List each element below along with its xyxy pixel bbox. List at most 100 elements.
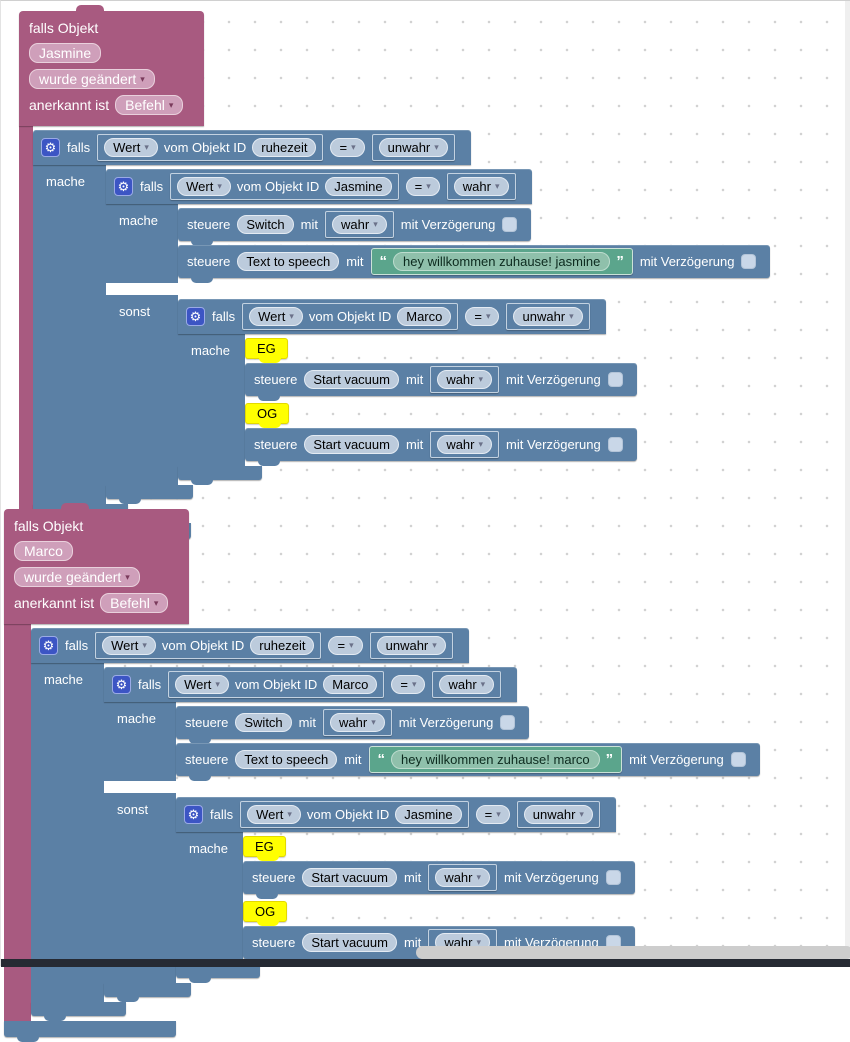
if-header: ⚙ falls Wert▾ vom Objekt ID ruhezeit =▾ …	[31, 628, 469, 663]
delay-checkbox[interactable]	[502, 217, 517, 232]
value-dropdown[interactable]: wahr▾	[437, 435, 492, 454]
logic-value-block[interactable]: unwahr▾	[372, 134, 455, 161]
value-dropdown[interactable]: wahr▾	[439, 675, 494, 694]
device-id-field[interactable]: Start vacuum	[302, 933, 397, 952]
action-block-switch[interactable]: steuere Switch mit wahr▾ mit Verzögerung	[178, 208, 531, 241]
horizontal-scrollbar-thumb[interactable]	[416, 946, 850, 959]
comment-block-og[interactable]: OG	[243, 901, 287, 922]
value-dropdown[interactable]: wahr▾	[437, 370, 492, 389]
logic-value-block[interactable]: wahr▾	[323, 709, 392, 736]
object-id-field[interactable]: Jasmine	[395, 805, 461, 824]
mutator-gear-icon[interactable]: ⚙	[41, 138, 60, 157]
comment-block-eg[interactable]: EG	[245, 338, 288, 359]
operator-dropdown[interactable]: =▾	[476, 805, 510, 824]
ack-dropdown[interactable]: Befehl▾	[100, 593, 168, 613]
logic-value-block[interactable]: unwahr▾	[517, 801, 600, 828]
object-id-field[interactable]: Jasmine	[325, 177, 391, 196]
selector-dropdown[interactable]: Wert▾	[175, 675, 229, 694]
ack-value: Befehl	[125, 97, 165, 113]
value-dropdown[interactable]: unwahr▾	[513, 307, 582, 326]
operator-dropdown[interactable]: =▾	[465, 307, 499, 326]
logic-value-block[interactable]: wahr▾	[428, 864, 497, 891]
mutator-gear-icon[interactable]: ⚙	[114, 177, 133, 196]
delay-checkbox[interactable]	[741, 254, 756, 269]
object-id-field[interactable]: Marco	[397, 307, 451, 326]
trigger-event-dropdown[interactable]: wurde geändert▾	[29, 69, 155, 89]
mutator-gear-icon[interactable]: ⚙	[186, 307, 205, 326]
text-block[interactable]: “ hey willkommen zuhause! jasmine ”	[371, 248, 633, 275]
value-dropdown[interactable]: unwahr▾	[377, 636, 446, 655]
mutator-gear-icon[interactable]: ⚙	[184, 805, 203, 824]
logic-value-block[interactable]: wahr▾	[325, 211, 394, 238]
logic-value-block[interactable]: unwahr▾	[370, 632, 453, 659]
comment-block-eg[interactable]: EG	[243, 836, 286, 857]
device-id-field[interactable]: Text to speech	[237, 252, 339, 271]
operator-dropdown[interactable]: =▾	[328, 636, 362, 655]
value-dropdown[interactable]: wahr▾	[332, 215, 387, 234]
getter-block[interactable]: Wert▾ vom Objekt ID Marco	[242, 303, 458, 330]
vertical-scrollbar-track[interactable]	[845, 1, 850, 959]
getter-block[interactable]: Wert▾ vom Objekt ID ruhezeit	[97, 134, 323, 161]
logic-value-block[interactable]: unwahr▾	[506, 303, 589, 330]
object-id-field[interactable]: ruhezeit	[252, 138, 316, 157]
trigger-object-field[interactable]: Jasmine	[29, 43, 101, 63]
mutator-gear-icon[interactable]: ⚙	[39, 636, 58, 655]
logic-value-block[interactable]: wahr▾	[432, 671, 501, 698]
action-block-vacuum-eg[interactable]: steuere Start vacuum mit wahr▾ mit Verzö…	[245, 363, 637, 396]
delay-checkbox[interactable]	[606, 870, 621, 885]
chevron-down-icon: ▾	[486, 311, 491, 322]
logic-value-block[interactable]: wahr▾	[430, 431, 499, 458]
device-id-field[interactable]: Switch	[237, 215, 293, 234]
action-block-switch[interactable]: steuere Switch mit wahr▾ mit Verzögerung	[176, 706, 529, 739]
getter-block[interactable]: Wert▾ vom Objekt ID ruhezeit	[95, 632, 321, 659]
selector-dropdown[interactable]: Wert▾	[102, 636, 156, 655]
text-field[interactable]: hey willkommen zuhause! jasmine	[393, 252, 610, 271]
device-id-field[interactable]: Start vacuum	[304, 370, 399, 389]
text-field[interactable]: hey willkommen zuhause! marco	[391, 750, 600, 769]
operator-dropdown[interactable]: =▾	[406, 177, 440, 196]
trigger-object-field[interactable]: Marco	[14, 541, 73, 561]
device-id-field[interactable]: Text to speech	[235, 750, 337, 769]
action-block-tts[interactable]: steuere Text to speech mit “ hey willkom…	[178, 245, 770, 278]
value-dropdown[interactable]: unwahr▾	[379, 138, 448, 157]
delay-checkbox[interactable]	[731, 752, 746, 767]
delay-checkbox[interactable]	[608, 437, 623, 452]
if-block-inner[interactable]: ⚙ falls Wert▾ vom Objekt ID Jasmine =▾ w…	[106, 169, 770, 499]
object-id-field[interactable]: ruhezeit	[250, 636, 314, 655]
logic-value-block[interactable]: wahr▾	[447, 173, 516, 200]
action-block-vacuum-eg[interactable]: steuere Start vacuum mit wahr▾ mit Verzö…	[243, 861, 635, 894]
getter-block[interactable]: Wert▾ vom Objekt ID Jasmine	[240, 801, 469, 828]
mutator-gear-icon[interactable]: ⚙	[112, 675, 131, 694]
value-dropdown[interactable]: wahr▾	[435, 868, 490, 887]
if-block-outer[interactable]: ⚙ falls Wert▾ vom Objekt ID ruhezeit =▾ …	[33, 130, 770, 518]
value-dropdown[interactable]: wahr▾	[330, 713, 385, 732]
logic-value-block[interactable]: wahr▾	[430, 366, 499, 393]
device-id-field[interactable]: Switch	[235, 713, 291, 732]
device-id-field[interactable]: Start vacuum	[304, 435, 399, 454]
trigger-block-jasmine[interactable]: falls Objekt Jasmine wurde geändert▾ ane…	[19, 11, 770, 539]
operator-dropdown[interactable]: =▾	[391, 675, 425, 694]
if-block-else[interactable]: ⚙ falls Wert▾ vom Objekt ID Marco	[178, 299, 637, 480]
selector-dropdown[interactable]: Wert▾	[104, 138, 158, 157]
getter-block[interactable]: Wert▾ vom Objekt ID Jasmine	[170, 173, 399, 200]
ack-dropdown[interactable]: Befehl▾	[115, 95, 183, 115]
device-id-field[interactable]: Start vacuum	[302, 868, 397, 887]
control-keyword: steuere	[254, 372, 297, 387]
text-block[interactable]: “ hey willkommen zuhause! marco ”	[369, 746, 623, 773]
block-bottom	[31, 1002, 126, 1016]
trigger-event-dropdown[interactable]: wurde geändert▾	[14, 567, 140, 587]
selector-dropdown[interactable]: Wert▾	[247, 805, 301, 824]
delay-checkbox[interactable]	[500, 715, 515, 730]
action-block-tts[interactable]: steuere Text to speech mit “ hey willkom…	[176, 743, 760, 776]
getter-block[interactable]: Wert▾ vom Objekt ID Marco	[168, 671, 384, 698]
value-dropdown[interactable]: unwahr▾	[524, 805, 593, 824]
selector-dropdown[interactable]: Wert▾	[177, 177, 231, 196]
selector-dropdown[interactable]: Wert▾	[249, 307, 303, 326]
operator-dropdown[interactable]: =▾	[330, 138, 364, 157]
value-dropdown[interactable]: wahr▾	[454, 177, 509, 196]
blockly-workspace[interactable]: falls Objekt Jasmine wurde geändert▾ ane…	[0, 0, 850, 966]
delay-checkbox[interactable]	[608, 372, 623, 387]
comment-block-og[interactable]: OG	[245, 403, 289, 424]
object-id-field[interactable]: Marco	[323, 675, 377, 694]
action-block-vacuum-og[interactable]: steuere Start vacuum mit wahr▾ mit Verzö…	[245, 428, 637, 461]
